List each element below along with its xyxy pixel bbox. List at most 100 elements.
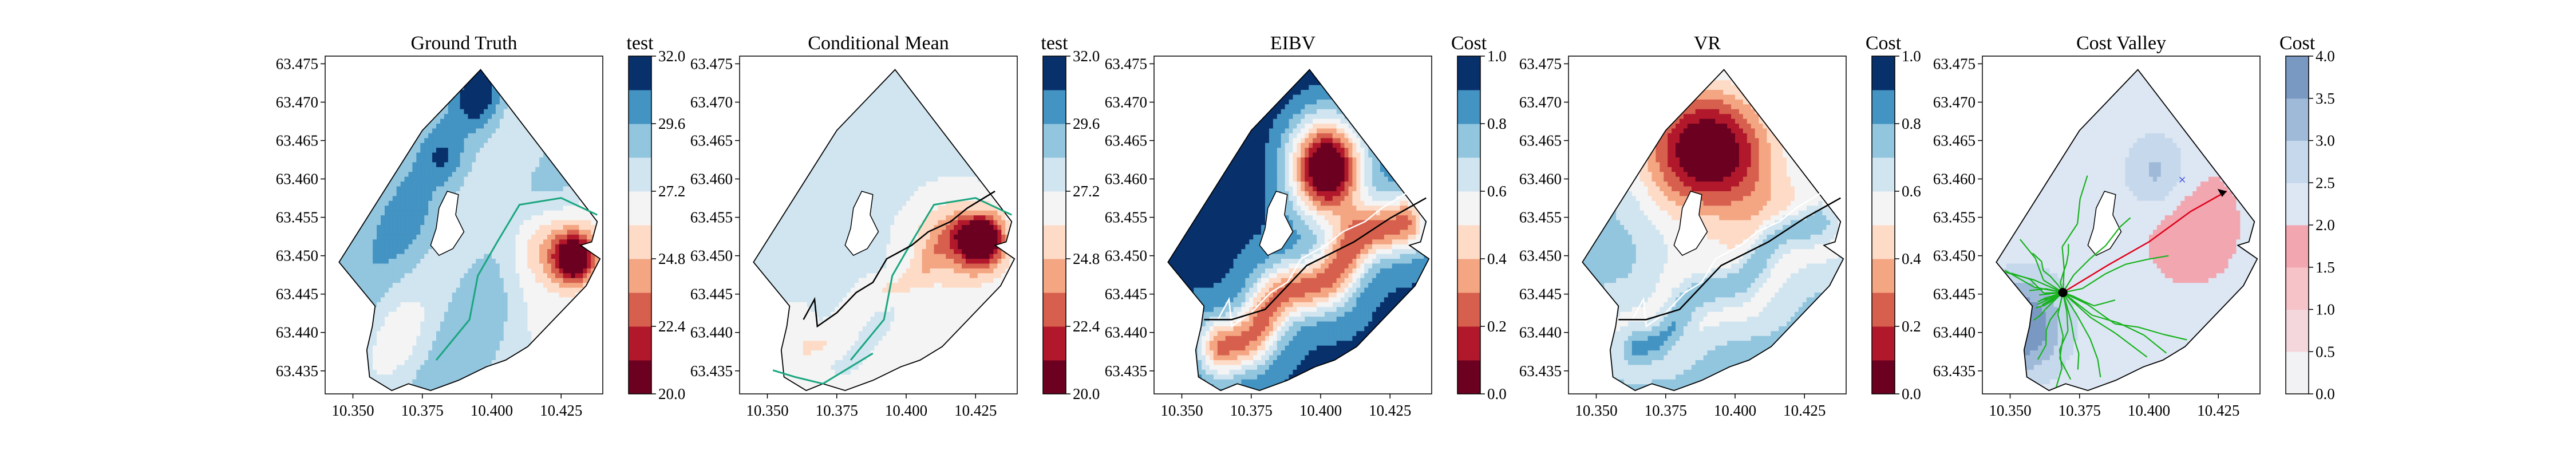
colorbar-tick-label: 29.6 xyxy=(1073,115,1100,132)
x-tick-label: 10.375 xyxy=(816,402,858,419)
threshold-contour xyxy=(1204,197,1427,321)
y-tick-label: 63.475 xyxy=(690,55,733,72)
colorbar-band xyxy=(1043,90,1066,124)
colorbar-band xyxy=(1043,259,1066,293)
x-tick-label: 10.425 xyxy=(2197,402,2239,419)
x-tick-label: 10.400 xyxy=(1714,402,1756,419)
x-tick-label: 10.350 xyxy=(1575,402,1617,419)
x-tick-label: 10.375 xyxy=(2059,402,2101,419)
colorbar-band xyxy=(1043,326,1066,361)
colorbar-tick-label: 0.6 xyxy=(1487,183,1507,200)
colorbar-band xyxy=(2286,225,2309,268)
y-tick-label: 63.450 xyxy=(690,247,733,264)
colorbar-tick-label: 20.0 xyxy=(658,385,685,402)
y-tick-label: 63.455 xyxy=(1933,209,1976,226)
colorbar-title: Cost xyxy=(1451,33,1487,54)
y-tick-label: 63.455 xyxy=(1519,209,1562,226)
panel-3: EIBV 10.350 10.375 10.400 10.425 63.475 63.470… xyxy=(1105,33,1507,419)
x-tick-label: 10.375 xyxy=(401,402,444,419)
domain-boundary xyxy=(338,69,601,392)
colorbar-band xyxy=(629,326,651,361)
x-tick-label: 10.350 xyxy=(1989,402,2031,419)
best-branch xyxy=(2063,190,2227,294)
colorbar-band xyxy=(1043,56,1066,90)
x-tick-label: 10.425 xyxy=(1783,402,1826,419)
threshold-contour xyxy=(435,197,598,361)
y-tick-label: 63.435 xyxy=(1105,362,1147,380)
rrt-tree: × xyxy=(2004,173,2227,388)
colorbar-band xyxy=(1872,124,1895,158)
colorbar-title: Cost xyxy=(2279,33,2316,54)
y-tick-label: 63.460 xyxy=(690,171,733,188)
colorbar-tick-label: 0.8 xyxy=(1902,115,1921,132)
x-tick-label: 10.350 xyxy=(746,402,788,419)
island xyxy=(1259,191,1294,256)
y-tick-label: 63.455 xyxy=(690,209,733,226)
y-tick-label: 63.455 xyxy=(276,209,318,226)
colorbar-band xyxy=(629,360,651,394)
colorbar-tick-label: 2.0 xyxy=(2316,216,2335,234)
x-tick-label: 10.425 xyxy=(954,402,997,419)
colorbar-title: test xyxy=(626,33,654,54)
island xyxy=(2087,191,2122,256)
colorbar-tick-label: 29.6 xyxy=(658,115,685,132)
colorbar-tick-label: 0.8 xyxy=(1487,115,1507,132)
x-tick-label: 10.425 xyxy=(540,402,582,419)
colorbar-band xyxy=(2286,309,2309,352)
panel-title: VR xyxy=(1694,33,1721,54)
colorbar-band xyxy=(1872,259,1895,293)
colorbar-tick-label: 1.5 xyxy=(2316,259,2335,276)
colorbar-band xyxy=(2286,183,2309,226)
y-tick-label: 63.445 xyxy=(1519,286,1562,303)
threshold-contour xyxy=(1618,197,1841,321)
y-tick-label: 63.470 xyxy=(1105,93,1147,110)
colorbar-band xyxy=(1872,293,1895,327)
colorbar-tick-label: 22.4 xyxy=(1073,318,1100,335)
colorbar-band xyxy=(1872,90,1895,124)
colorbar-band xyxy=(1872,225,1895,259)
panel-title: Cost Valley xyxy=(2076,33,2166,54)
panel-title: EIBV xyxy=(1270,33,1316,54)
colorbar-band xyxy=(629,90,651,124)
start-marker xyxy=(2058,288,2068,297)
x-tick-label: 10.400 xyxy=(2128,402,2170,419)
y-tick-label: 63.435 xyxy=(276,362,318,380)
colorbar-band xyxy=(629,293,651,327)
colorbar-band xyxy=(2286,140,2309,183)
colorbar-tick-label: 32.0 xyxy=(658,48,685,65)
agent-path xyxy=(1631,190,1824,328)
domain-boundary xyxy=(1167,69,1430,392)
x-tick-label: 10.425 xyxy=(1369,402,1411,419)
colorbar-tick-label: 1.0 xyxy=(1902,48,1921,65)
agent-path xyxy=(1217,190,1410,328)
x-tick-label: 10.375 xyxy=(1645,402,1687,419)
colorbar-band xyxy=(1457,90,1480,124)
colorbar-band xyxy=(1872,56,1895,90)
y-tick-label: 63.475 xyxy=(276,55,318,72)
colorbar-band xyxy=(629,225,651,259)
panel-title: Ground Truth xyxy=(410,33,517,54)
y-tick-label: 63.460 xyxy=(1933,171,1976,188)
y-tick-label: 63.440 xyxy=(276,324,318,341)
y-tick-label: 63.435 xyxy=(690,362,733,380)
threshold-contour xyxy=(850,197,1012,361)
colorbar-band xyxy=(1457,259,1480,293)
colorbar-band xyxy=(1457,326,1480,361)
colorbar-tick-label: 3.0 xyxy=(2316,132,2335,149)
target-marker: × xyxy=(2178,173,2186,188)
colorbar-band xyxy=(629,157,651,192)
y-tick-label: 63.455 xyxy=(1105,209,1147,226)
colorbar-tick-label: 0.2 xyxy=(1902,318,1921,335)
island xyxy=(430,191,465,256)
y-tick-label: 63.435 xyxy=(1933,362,1976,380)
colorbar-tick-label: 0.4 xyxy=(1902,250,1921,267)
colorbar-band xyxy=(1872,360,1895,394)
colorbar-tick-label: 27.2 xyxy=(658,183,685,200)
colorbar-band xyxy=(1872,157,1895,192)
domain-boundary xyxy=(1582,69,1844,392)
panel-2: Conditional Mean 10.350 10.375 10.400 10.425… xyxy=(690,33,1100,419)
axes-frame xyxy=(1982,56,2261,394)
colorbar-tick-label: 20.0 xyxy=(1073,385,1100,402)
colorbar-tick-label: 27.2 xyxy=(1073,183,1100,200)
